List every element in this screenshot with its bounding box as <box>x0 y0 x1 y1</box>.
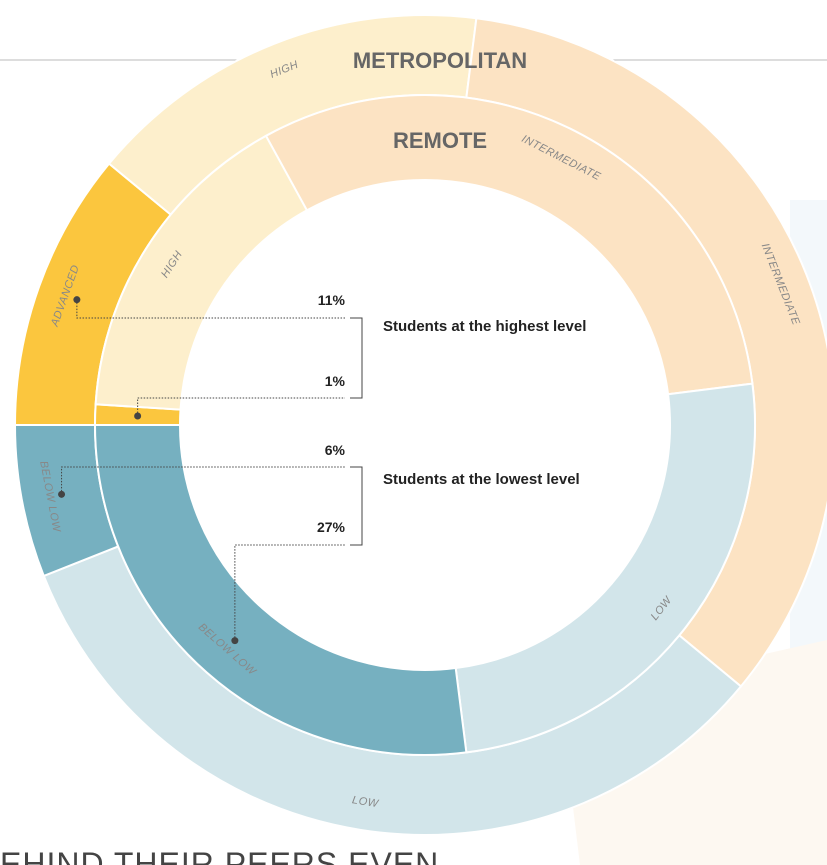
callouts: 11% 6% 1% 27% <box>58 292 363 645</box>
footer-text: EHIND THEIR PEERS EVEN <box>0 846 439 865</box>
segment <box>93 424 468 756</box>
value-label: 27% <box>317 519 346 535</box>
leader-line <box>137 397 345 416</box>
value-label: 6% <box>325 442 346 458</box>
leader-line <box>234 544 345 641</box>
leader-line <box>61 466 345 495</box>
value-label: 1% <box>325 373 346 389</box>
segment <box>264 94 754 396</box>
ring-name: METROPOLITAN <box>353 48 527 73</box>
segment <box>454 382 756 754</box>
annotation: Students at the highest level <box>383 318 586 335</box>
bracket <box>350 466 363 546</box>
leader-line <box>76 299 345 319</box>
segment-label: LOW <box>351 794 380 810</box>
annotation: Students at the lowest level <box>383 471 580 488</box>
bracket <box>350 317 363 399</box>
value-label: 11% <box>318 292 346 308</box>
ring-name: REMOTE <box>393 128 487 153</box>
